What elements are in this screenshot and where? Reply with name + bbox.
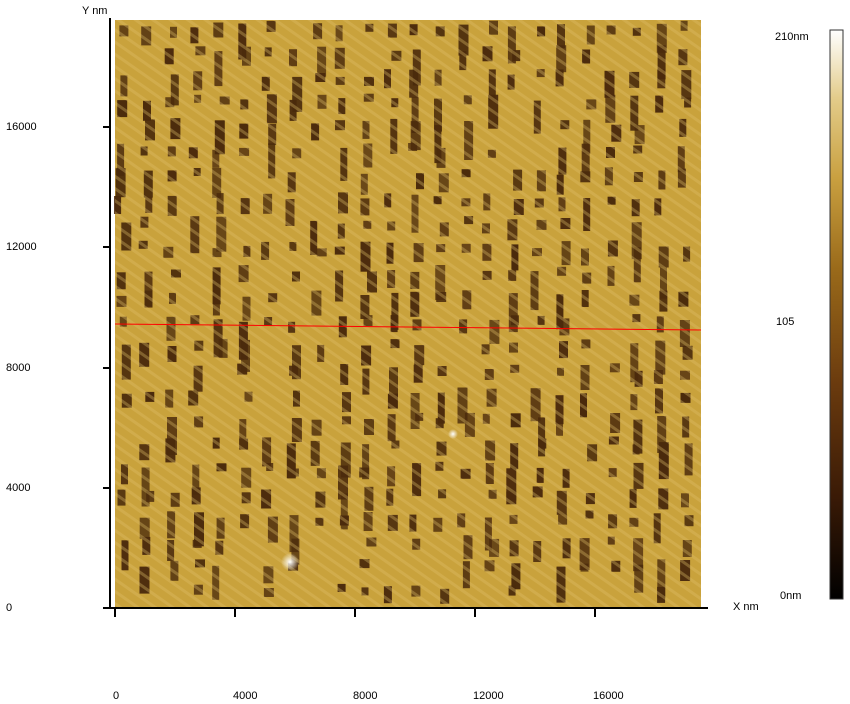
y-tick-label: 16000 [6,121,37,133]
y-tick-label: 8000 [6,362,30,374]
x-axis-label: X nm [733,601,759,613]
colorbar-min-label: 0nm [780,590,801,602]
y-tick-label: 12000 [6,241,37,253]
tick-marks [103,126,596,617]
bright-particle [448,429,458,439]
profile-line [114,323,702,331]
scan-texture [115,20,701,608]
colorbar-max-label: 210nm [775,31,809,43]
y-tick-label: 0 [6,602,12,614]
x-tick-label: 0 [113,690,119,702]
x-tick-label: 16000 [593,690,624,702]
y-tick-label: 4000 [6,482,30,494]
x-tick-label: 12000 [473,690,504,702]
colorbar-gradient [829,29,844,600]
colorbar: 210nm 105 0nm [775,29,844,602]
y-axis-label: Y nm [82,5,107,17]
x-tick-label: 4000 [233,690,257,702]
axes [109,18,708,609]
bright-particle [281,553,299,571]
colorbar-mid-label: 105 [776,316,794,328]
afm-image [114,20,702,608]
x-tick-label: 8000 [353,690,377,702]
